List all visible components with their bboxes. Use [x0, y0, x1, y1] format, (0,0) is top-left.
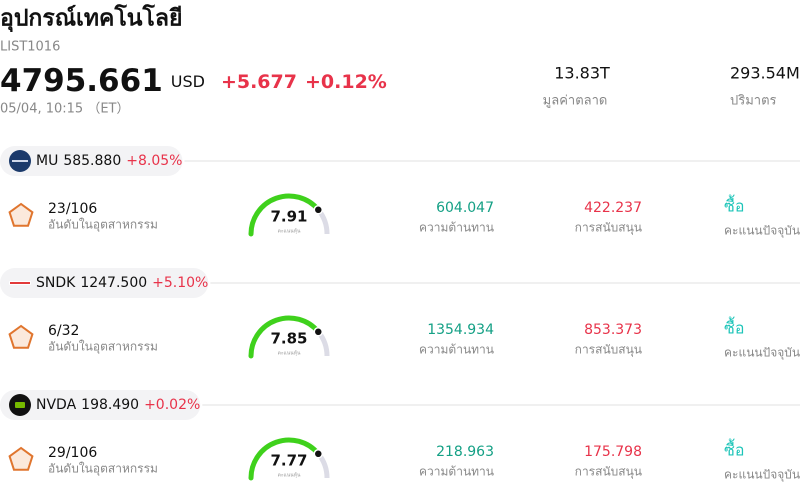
stock-pill[interactable] — [0, 146, 183, 176]
rating: ซื้อ — [724, 439, 744, 460]
resistance: 1354.934 — [427, 322, 494, 338]
currency: USD — [171, 72, 205, 91]
stock-pill[interactable] — [0, 390, 201, 420]
ticker: MU — [36, 153, 58, 169]
score: 7.91 — [270, 208, 307, 226]
rating-label: คะแนนปัจจุบัน — [724, 468, 800, 483]
stock-header: MU 585.880 +8.05% — [36, 153, 182, 169]
stock-card[interactable]: SNDK 1247.500 +5.10% 6/32อันดับในอุตสาหกรรม… — [0, 268, 800, 361]
change-percent: +0.12% — [305, 71, 387, 93]
support-label: การสนับสนุน — [575, 465, 642, 480]
rating: ซื้อ — [724, 195, 744, 216]
resistance: 218.963 — [436, 444, 494, 460]
volume: 293.54M — [730, 64, 800, 83]
logo-mark — [15, 402, 25, 408]
rank-icon — [8, 446, 34, 471]
rating: ซื้อ — [724, 317, 744, 338]
rank-icon — [8, 202, 34, 227]
stock-change: +8.05% — [126, 153, 182, 169]
gauge-arc — [248, 437, 321, 481]
volume-label: ปริมาตร — [730, 94, 777, 109]
resistance-label: ความต้านทาน — [419, 465, 494, 479]
support-label: การสนับสนุน — [575, 343, 642, 358]
index-price: 4795.661 USD +5.677 +0.12% — [0, 63, 387, 99]
logo-mark — [12, 160, 28, 162]
time: 05/04, 10:15 （ET） — [0, 102, 129, 117]
stock-header: SNDK 1247.500 +5.10% — [36, 275, 208, 291]
rank-label: อันดับในอุตสาหกรรม — [48, 340, 158, 355]
gauge-arc — [248, 193, 321, 237]
score-label: คะแนนหุ้น — [278, 472, 301, 479]
gauge-dot — [313, 327, 324, 337]
support: 175.798 — [584, 444, 642, 460]
gauge-arc — [248, 315, 321, 359]
stock-pill[interactable] — [0, 268, 209, 298]
rank-label: อันดับในอุตสาหกรรม — [48, 218, 158, 233]
market-cap: 13.83T — [554, 64, 610, 83]
resistance: 604.047 — [436, 200, 494, 216]
change: +5.677 — [221, 71, 297, 93]
stock-price: 1247.500 — [80, 275, 147, 291]
rank: 6/32 — [48, 323, 79, 339]
rank: 23/106 — [48, 201, 97, 217]
support: 422.237 — [584, 200, 642, 216]
score: 7.77 — [270, 452, 307, 470]
support-label: การสนับสนุน — [575, 221, 642, 236]
stock-price: 585.880 — [63, 153, 121, 169]
stock-card[interactable]: NVDA 198.490 +0.02% 29/106อันดับในอุตสาหกรร… — [0, 390, 800, 483]
stock-price: 198.490 — [81, 397, 139, 413]
resistance-label: ความต้านทาน — [419, 221, 494, 235]
rank-label: อันดับในอุตสาหกรรม — [48, 462, 158, 477]
rating-label: คะแนนปัจจุบัน — [724, 346, 800, 361]
stock-change: +0.02% — [144, 397, 200, 413]
score-label: คะแนนหุ้น — [278, 350, 301, 357]
resistance-label: ความต้านทาน — [419, 343, 494, 357]
gauge-dot — [313, 449, 324, 459]
score-label: คะแนนหุ้น — [278, 228, 301, 235]
rank: 29/106 — [48, 445, 97, 461]
stock-change: +5.10% — [152, 275, 208, 291]
ticker: SNDK — [36, 275, 76, 291]
ticker: NVDA — [36, 397, 77, 413]
stock-header: NVDA 198.490 +0.02% — [36, 397, 200, 413]
rating-label: คะแนนปัจจุบัน — [724, 224, 800, 239]
score: 7.85 — [270, 330, 307, 348]
market-cap-label: มูลค่าตลาด — [543, 94, 608, 109]
gauge-dot — [313, 205, 324, 215]
title: อุปกรณ์เทคโนโลยี — [0, 4, 182, 33]
price: 4795.661 — [0, 63, 163, 99]
logo-mark — [10, 282, 30, 284]
code: LIST1016 — [0, 40, 60, 55]
support: 853.373 — [584, 322, 642, 338]
rank-icon — [8, 324, 34, 349]
